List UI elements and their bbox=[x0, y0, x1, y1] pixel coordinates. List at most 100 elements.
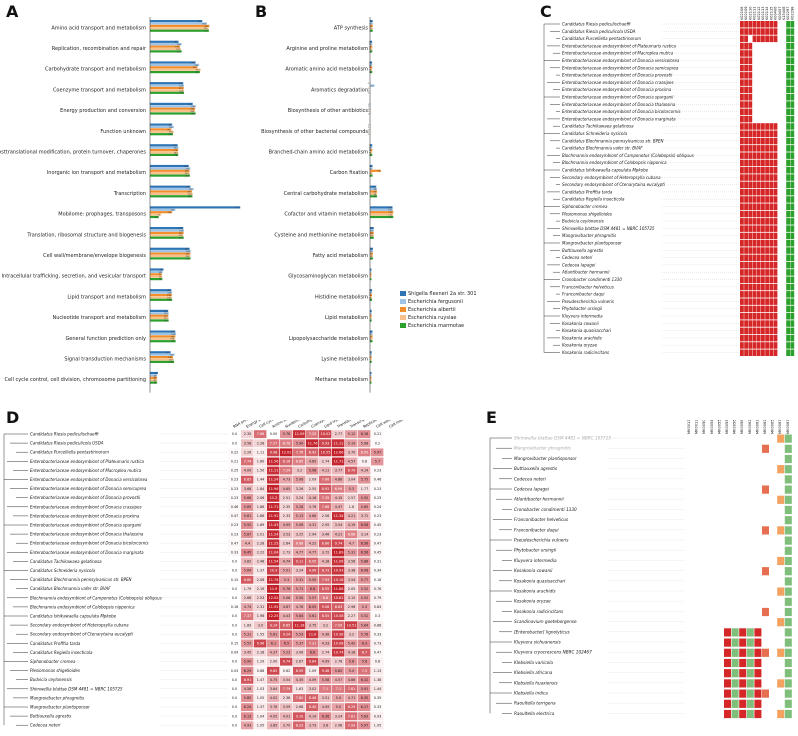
heatmap-value: 7.76 bbox=[296, 450, 304, 454]
heatmap-cell bbox=[761, 291, 765, 298]
heatmap-cell bbox=[332, 539, 345, 548]
heatmap-cell bbox=[762, 516, 769, 525]
heatmap-cell bbox=[761, 240, 765, 247]
heatmap-cell bbox=[280, 603, 293, 611]
taxon-label: Budvicia ceylonensis bbox=[30, 677, 72, 682]
heatmap-value: 1.44 bbox=[257, 478, 265, 482]
heatmap-cell bbox=[384, 448, 396, 456]
bar bbox=[150, 319, 169, 322]
heatmap-cell bbox=[254, 575, 267, 584]
bar bbox=[370, 379, 372, 382]
heatmap-cell bbox=[744, 130, 748, 137]
heatmap-value: 6.13 bbox=[244, 714, 252, 718]
heatmap-cell bbox=[708, 434, 716, 443]
heatmap-cell bbox=[752, 313, 757, 320]
heatmap-cell bbox=[761, 298, 765, 305]
heatmap-cell bbox=[306, 557, 319, 566]
bar bbox=[150, 130, 174, 133]
heatmap-cell bbox=[790, 167, 795, 174]
heatmap-cell bbox=[769, 516, 777, 525]
heatmap-value: 1.69 bbox=[257, 523, 265, 527]
heatmap-cell bbox=[701, 546, 709, 555]
heatmap-cell bbox=[752, 145, 757, 152]
bar-value-label: 256 bbox=[186, 258, 191, 260]
heatmap-cell bbox=[754, 516, 762, 525]
heatmap-cell bbox=[371, 621, 384, 630]
heatmap-cell bbox=[762, 505, 769, 515]
heatmap-value: 1.38 bbox=[374, 678, 382, 682]
taxon-label: Cronobacter condimenti 1330 bbox=[562, 277, 622, 282]
bar-value-label: 8 bbox=[369, 362, 371, 364]
heatmap-cell bbox=[345, 439, 358, 448]
heatmap-cell bbox=[267, 685, 280, 693]
heatmap-cell bbox=[761, 283, 765, 291]
heatmap-value: 5.23 bbox=[283, 651, 291, 655]
heatmap-cell bbox=[769, 587, 777, 596]
heatmap-cell bbox=[773, 327, 778, 335]
heatmap-cell bbox=[752, 298, 757, 305]
heatmap-cell bbox=[752, 86, 757, 94]
heatmap-value: 6.78 bbox=[283, 441, 291, 445]
heatmap-cell bbox=[358, 594, 371, 602]
heatmap-cell bbox=[756, 203, 761, 210]
heatmap-value: 5.31 bbox=[244, 632, 252, 636]
taxon-label: Candidatus Purcelliella pentastirinorum bbox=[30, 450, 109, 455]
heatmap-cell bbox=[748, 232, 753, 240]
bar-value-label: 300 bbox=[193, 67, 198, 69]
heatmap-cell bbox=[686, 454, 693, 464]
heatmap-cell bbox=[267, 721, 280, 730]
heatmap-cell bbox=[769, 638, 777, 647]
heatmap-cell bbox=[786, 79, 790, 86]
heatmap-cell bbox=[786, 42, 790, 50]
heatmap-cell bbox=[786, 203, 790, 210]
heatmap-cell bbox=[765, 342, 769, 349]
heatmap-value: 11.09 bbox=[295, 432, 305, 436]
heatmap-cell bbox=[384, 703, 396, 711]
bar bbox=[150, 211, 173, 214]
heatmap-value: 4.31 bbox=[309, 523, 317, 527]
heatmap-value: 2.94 bbox=[309, 532, 317, 536]
heatmap-value: 8.05 bbox=[309, 560, 317, 564]
heatmap-cell bbox=[769, 648, 777, 657]
heatmap-cell bbox=[686, 505, 693, 515]
heatmap-cell bbox=[686, 475, 693, 484]
heatmap-cell bbox=[744, 334, 748, 342]
heatmap-cell bbox=[293, 512, 306, 520]
heatmap-cell bbox=[754, 587, 762, 596]
heatmap-cell bbox=[716, 689, 724, 698]
bar bbox=[150, 66, 198, 69]
heatmap-value: 5.8 bbox=[362, 660, 367, 664]
heatmap-cell bbox=[756, 298, 761, 305]
bar bbox=[370, 188, 378, 191]
heatmap-cell bbox=[761, 313, 765, 320]
heatmap-cell bbox=[686, 556, 693, 566]
heatmap-cell bbox=[254, 694, 267, 702]
heatmap-cell bbox=[744, 349, 748, 356]
bar bbox=[150, 257, 191, 260]
heatmap-cell bbox=[686, 587, 693, 596]
heatmap-cell bbox=[777, 342, 782, 349]
heatmap-value: 6.68 bbox=[296, 541, 304, 545]
heatmap-cell bbox=[306, 430, 319, 439]
bar-value-label: 310 bbox=[194, 65, 199, 67]
heatmap-cell bbox=[693, 444, 701, 453]
heatmap-cell bbox=[280, 512, 293, 520]
heatmap-cell bbox=[306, 621, 319, 630]
bar-value-label: 18 bbox=[370, 230, 373, 232]
heatmap-cell bbox=[746, 669, 754, 678]
heatmap-cell bbox=[752, 35, 757, 43]
heatmap-cell bbox=[739, 689, 747, 698]
bar-value-label: 8 bbox=[369, 311, 371, 313]
bar bbox=[150, 68, 201, 71]
heatmap-value: 2.09 bbox=[309, 478, 317, 482]
heatmap-cell bbox=[744, 115, 748, 123]
heatmap-cell bbox=[371, 648, 384, 657]
heatmap-cell bbox=[744, 123, 748, 130]
heatmap-cell bbox=[358, 621, 371, 630]
heatmap-value: 4.18 bbox=[322, 560, 330, 564]
bar-value-label: 2 bbox=[368, 106, 370, 108]
heatmap-cell bbox=[777, 669, 785, 678]
legend-item: Escherichia albertii bbox=[400, 306, 477, 314]
heatmap-cell bbox=[754, 454, 762, 464]
heatmap-cell bbox=[293, 584, 306, 593]
